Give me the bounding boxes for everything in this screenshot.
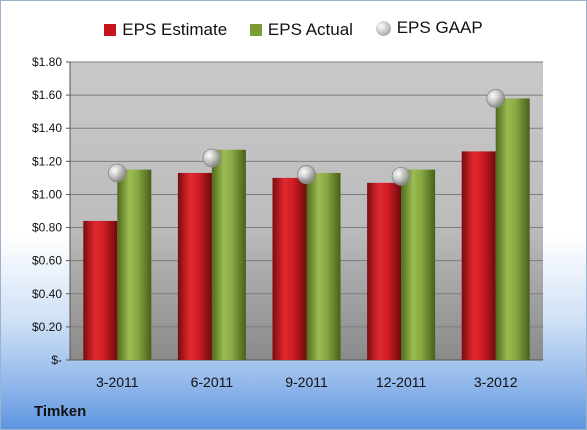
bar-eps-estimate: [177, 172, 212, 360]
y-tick-label: $1.80: [32, 55, 62, 69]
y-tick-label: $0.20: [32, 320, 62, 334]
x-tick-label: 12-2011: [376, 374, 427, 390]
bar-eps-actual: [495, 98, 530, 360]
y-tick-label: $-: [51, 353, 62, 367]
x-tick-label: 3-2011: [96, 374, 139, 390]
y-tick-label: $1.20: [32, 154, 62, 168]
legend-label-estimate: EPS Estimate: [122, 19, 228, 39]
x-tick-label: 6-2011: [191, 374, 234, 390]
y-tick-label: $1.40: [32, 121, 62, 135]
y-tick-label: $0.80: [32, 221, 62, 235]
legend-swatch-estimate: [104, 23, 117, 36]
y-tick-label: $1.60: [32, 88, 62, 102]
bar-eps-estimate: [272, 177, 307, 360]
chart-legend: EPS Estimate EPS Actual EPS GAAP: [0, 18, 587, 41]
legend-item-gaap: EPS GAAP: [375, 18, 483, 38]
bar-eps-actual: [117, 169, 152, 360]
marker-eps-gaap: [107, 163, 127, 183]
marker-eps-gaap: [486, 89, 506, 108]
legend-label-actual: EPS Actual: [267, 19, 353, 39]
bar-eps-estimate: [367, 182, 402, 360]
legend-swatch-actual: [249, 23, 262, 36]
company-name: Timken: [34, 403, 87, 420]
y-tick-label: $0.40: [32, 287, 62, 301]
bar-eps-estimate: [461, 151, 496, 360]
bar-eps-actual: [306, 172, 341, 360]
marker-eps-gaap: [297, 165, 316, 184]
marker-eps-gaap: [202, 148, 222, 168]
legend-label-gaap: EPS GAAP: [396, 18, 483, 37]
x-tick-label: 3-2012: [474, 374, 518, 390]
legend-item-actual: EPS Actual: [249, 19, 353, 40]
y-tick-label: $0.60: [32, 254, 62, 268]
bar-eps-actual: [401, 169, 436, 360]
y-tick-label: $1.00: [32, 187, 62, 201]
marker-eps-gaap: [391, 166, 411, 186]
bar-eps-estimate: [83, 220, 118, 360]
legend-item-estimate: EPS Estimate: [104, 20, 227, 40]
x-tick-label: 9-2011: [285, 374, 328, 390]
legend-swatch-gaap: [375, 20, 391, 36]
bar-eps-actual: [211, 149, 246, 360]
